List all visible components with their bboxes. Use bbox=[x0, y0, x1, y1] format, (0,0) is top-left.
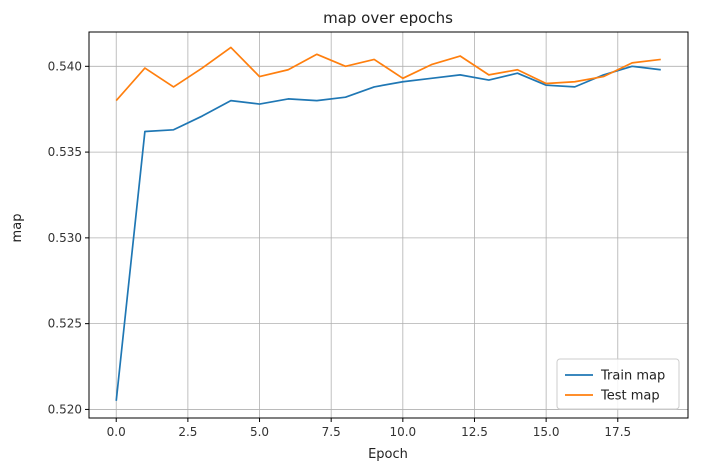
x-tick-label: 7.5 bbox=[322, 425, 341, 439]
y-tick-label: 0.540 bbox=[48, 59, 82, 73]
legend-label-train-map: Train map bbox=[600, 369, 665, 384]
y-tick-label: 0.520 bbox=[48, 402, 82, 416]
y-axis-ticks: 0.520 0.525 0.530 0.535 0.540 bbox=[48, 59, 89, 416]
legend-label-test-map: Test map bbox=[600, 389, 660, 404]
grid bbox=[89, 32, 688, 418]
chart-title: map over epochs bbox=[323, 9, 453, 27]
y-tick-label: 0.535 bbox=[48, 145, 82, 159]
x-axis-ticks: 0.0 2.5 5.0 7.5 10.0 12.5 15.0 17.5 bbox=[107, 418, 631, 439]
y-tick-label: 0.525 bbox=[48, 317, 82, 331]
plot-series bbox=[115, 46, 661, 401]
x-tick-label: 5.0 bbox=[250, 425, 269, 439]
x-tick-label: 10.0 bbox=[389, 425, 416, 439]
train-map-line bbox=[115, 65, 661, 401]
x-tick-label: 2.5 bbox=[178, 425, 197, 439]
y-axis-title: map bbox=[10, 214, 25, 243]
legend-box bbox=[556, 358, 680, 410]
test-map-line bbox=[115, 46, 661, 102]
y-tick-label: 0.530 bbox=[48, 231, 82, 245]
x-tick-label: 15.0 bbox=[533, 425, 560, 439]
legend: Train map Test map bbox=[556, 358, 680, 410]
x-axis-title: Epoch bbox=[368, 447, 408, 462]
plot-area-frame bbox=[88, 31, 689, 419]
x-tick-label: 12.5 bbox=[461, 425, 488, 439]
x-tick-label: 17.5 bbox=[604, 425, 631, 439]
x-tick-label: 0.0 bbox=[107, 425, 126, 439]
